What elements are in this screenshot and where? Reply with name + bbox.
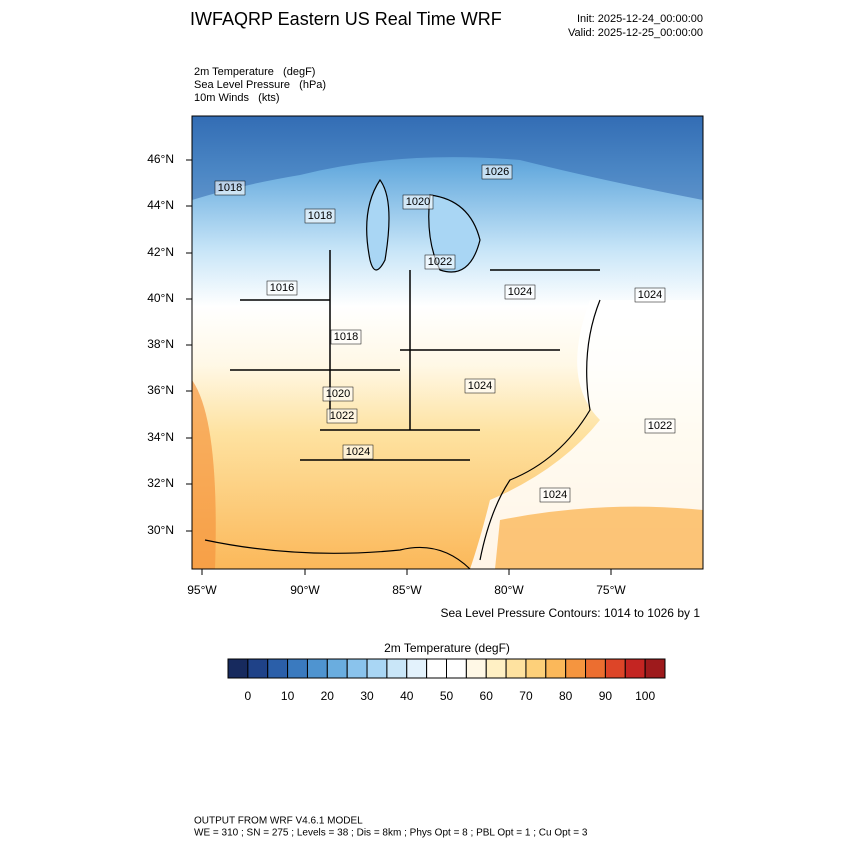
contour-label: 1024 [346, 446, 370, 458]
colorbar-box [426, 658, 447, 679]
colorbar-box [366, 658, 388, 679]
contour-label-box [464, 378, 496, 394]
colorbar-tick-label: 100 [635, 689, 655, 703]
colorbar-title: 2m Temperature (degF) [384, 641, 510, 655]
contour-label: 1018 [334, 331, 358, 343]
state-borders [230, 250, 600, 461]
contour-label: 1024 [638, 289, 662, 301]
lat-label: 40°N [147, 291, 174, 305]
contour-label-box [304, 208, 336, 224]
field-label: Sea Level Pressure (hPa) [194, 79, 326, 91]
colorbar-box [465, 658, 487, 679]
contour-label-box [481, 164, 513, 180]
lon-label: 95°W [187, 583, 217, 597]
lat-label: 34°N [147, 430, 174, 444]
map [191, 115, 704, 570]
great-lakes [366, 178, 481, 273]
lat-label: 44°N [147, 198, 174, 212]
lon-label: 80°W [494, 583, 524, 597]
colorbar-box [227, 658, 249, 679]
colorbar-tick-label: 80 [559, 689, 573, 703]
colorbar-box [604, 658, 626, 679]
colorbar-box [386, 658, 408, 679]
colorbar-tick-label: 0 [245, 689, 252, 703]
colorbar-box [525, 658, 547, 679]
colorbar-box [585, 658, 606, 679]
ocean [470, 300, 703, 569]
warm-region [192, 380, 216, 569]
colorbar-tick-label: 60 [480, 689, 494, 703]
contour-label-box [330, 329, 362, 345]
contour-label-box [539, 487, 571, 503]
contour-label-box [634, 287, 666, 303]
colorbar-tick-label: 40 [400, 689, 414, 703]
colorbar-box [247, 658, 269, 679]
contour-label-box [424, 254, 456, 270]
lon-label: 75°W [596, 583, 626, 597]
contour-label: 1024 [468, 380, 492, 392]
contour-label: 1018 [308, 210, 332, 222]
contour-label-box [322, 386, 354, 402]
colorbar-box [485, 658, 507, 679]
colorbar-box [287, 658, 308, 679]
lat-label: 46°N [147, 152, 174, 166]
contour-note: Sea Level Pressure Contours: 1014 to 102… [441, 606, 701, 620]
field-label: 10m Winds (kts) [194, 92, 280, 104]
contour-labels: 1018 1018 1020 1026 1022 1016 1024 1024 1018 1020… [214, 164, 676, 503]
colorbar-tick-label: 50 [440, 689, 454, 703]
colorbar-box [565, 658, 587, 679]
colorbar-box [346, 658, 368, 679]
coastline [204, 299, 601, 570]
lat-label: 36°N [147, 383, 174, 397]
contour-label-box [644, 418, 676, 434]
colorbar-tick-label: 30 [360, 689, 374, 703]
contour-label-box [266, 280, 298, 296]
colorbar-tick-label: 90 [599, 689, 613, 703]
contour-label: 1022 [648, 420, 672, 432]
valid-time: Valid: 2025-12-25_00:00:00 [568, 27, 703, 39]
contour-label: 1022 [428, 256, 452, 268]
colorbar-box [406, 658, 428, 679]
colorbar-tick-label: 70 [519, 689, 533, 703]
cold-region [192, 116, 703, 200]
contour-label: 1024 [543, 489, 567, 501]
lon-label: 85°W [392, 583, 422, 597]
warm-ocean [495, 506, 703, 569]
lat-label: 38°N [147, 337, 174, 351]
colorbar-tick-label: 10 [281, 689, 295, 703]
contour-label: 1020 [406, 196, 430, 208]
colorbar-box [505, 658, 527, 679]
lat-label: 42°N [147, 245, 174, 259]
colorbar-tick-label: 20 [321, 689, 335, 703]
contour-label: 1026 [485, 166, 509, 178]
colorbar-box [644, 658, 666, 679]
contour-label: 1020 [326, 388, 350, 400]
map-frame [191, 115, 704, 570]
colorbar-box [624, 658, 646, 679]
footer: OUTPUT FROM WRF V4.6.1 MODEL [194, 816, 363, 827]
contour-label-box [214, 180, 246, 196]
contour-label-box [504, 284, 536, 300]
field-label: 2m Temperature (degF) [194, 66, 315, 78]
contour-label-box [402, 194, 434, 210]
title: IWFAQRP Eastern US Real Time WRF [190, 9, 502, 29]
colorbar-box [326, 658, 348, 679]
contour-label: 1024 [508, 286, 532, 298]
contour-label-box [326, 408, 358, 424]
init-time: Init: 2025-12-24_00:00:00 [577, 13, 703, 25]
contour-label: 1018 [218, 182, 242, 194]
colorbar-box [446, 658, 467, 679]
contour-label-box [342, 444, 374, 460]
lat-label: 32°N [147, 476, 174, 490]
colorbar-box [267, 658, 289, 679]
lon-label: 90°W [290, 583, 320, 597]
lat-label: 30°N [147, 523, 174, 537]
contour-label: 1016 [270, 282, 294, 294]
colorbar-box [545, 658, 567, 679]
colorbar-box [306, 658, 328, 679]
contour-label: 1022 [330, 410, 354, 422]
footer: WE = 310 ; SN = 275 ; Levels = 38 ; Dis … [194, 828, 588, 839]
